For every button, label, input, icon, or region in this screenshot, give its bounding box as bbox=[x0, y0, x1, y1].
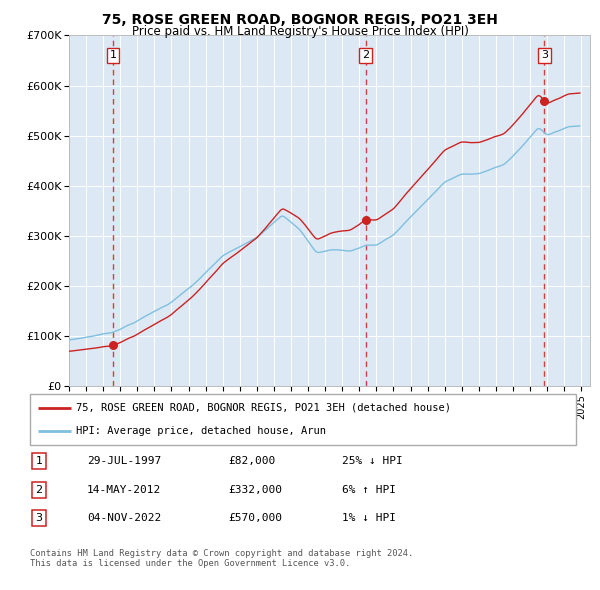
Text: £570,000: £570,000 bbox=[228, 513, 282, 523]
Text: £82,000: £82,000 bbox=[228, 457, 275, 466]
Text: 3: 3 bbox=[35, 513, 43, 523]
Text: 2: 2 bbox=[35, 485, 43, 494]
Text: HPI: Average price, detached house, Arun: HPI: Average price, detached house, Arun bbox=[76, 427, 326, 437]
Text: 1: 1 bbox=[35, 457, 43, 466]
Text: 04-NOV-2022: 04-NOV-2022 bbox=[87, 513, 161, 523]
Text: 14-MAY-2012: 14-MAY-2012 bbox=[87, 485, 161, 494]
FancyBboxPatch shape bbox=[30, 394, 576, 445]
Text: This data is licensed under the Open Government Licence v3.0.: This data is licensed under the Open Gov… bbox=[30, 559, 350, 568]
Text: £332,000: £332,000 bbox=[228, 485, 282, 494]
Text: Price paid vs. HM Land Registry's House Price Index (HPI): Price paid vs. HM Land Registry's House … bbox=[131, 25, 469, 38]
Text: 1: 1 bbox=[110, 51, 116, 60]
Text: 29-JUL-1997: 29-JUL-1997 bbox=[87, 457, 161, 466]
Text: 2: 2 bbox=[362, 51, 369, 60]
Text: 6% ↑ HPI: 6% ↑ HPI bbox=[342, 485, 396, 494]
Text: 3: 3 bbox=[541, 51, 548, 60]
Text: 75, ROSE GREEN ROAD, BOGNOR REGIS, PO21 3EH: 75, ROSE GREEN ROAD, BOGNOR REGIS, PO21 … bbox=[102, 13, 498, 27]
Text: 75, ROSE GREEN ROAD, BOGNOR REGIS, PO21 3EH (detached house): 75, ROSE GREEN ROAD, BOGNOR REGIS, PO21 … bbox=[76, 402, 451, 412]
Text: 25% ↓ HPI: 25% ↓ HPI bbox=[342, 457, 403, 466]
Text: 1% ↓ HPI: 1% ↓ HPI bbox=[342, 513, 396, 523]
Text: Contains HM Land Registry data © Crown copyright and database right 2024.: Contains HM Land Registry data © Crown c… bbox=[30, 549, 413, 558]
